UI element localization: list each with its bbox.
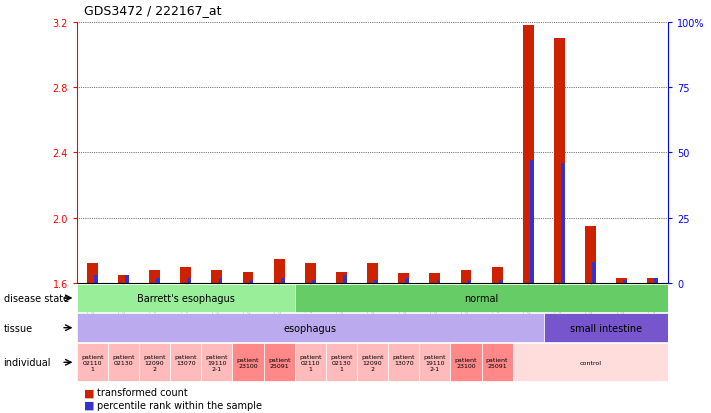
Bar: [398, 273, 409, 283]
Bar: [312, 281, 316, 283]
Text: individual: individual: [4, 357, 51, 368]
Bar: [77, 313, 544, 342]
Text: percentile rank within the sample: percentile rank within the sample: [97, 400, 262, 410]
Bar: [513, 344, 668, 381]
Bar: [87, 264, 98, 283]
Text: disease state: disease state: [4, 293, 69, 303]
Bar: [139, 344, 170, 381]
Bar: [125, 275, 129, 283]
Bar: [211, 270, 223, 283]
Bar: [419, 344, 450, 381]
Text: esophagus: esophagus: [284, 323, 337, 333]
Bar: [295, 284, 668, 313]
Bar: [326, 344, 357, 381]
Bar: [357, 344, 388, 381]
Bar: [655, 278, 658, 283]
Text: patient
02110
1: patient 02110 1: [299, 354, 321, 371]
Bar: [343, 275, 347, 283]
Bar: [201, 344, 232, 381]
Text: patient
19110
2-1: patient 19110 2-1: [205, 354, 228, 371]
Bar: [468, 281, 471, 283]
Bar: [367, 264, 378, 283]
Text: patient
25091: patient 25091: [486, 357, 508, 368]
Bar: [232, 344, 264, 381]
Text: GDS3472 / 222167_at: GDS3472 / 222167_at: [84, 4, 221, 17]
Bar: [156, 278, 160, 283]
Bar: [616, 278, 627, 283]
Bar: [647, 278, 658, 283]
Text: patient
02130
1: patient 02130 1: [330, 354, 353, 371]
Bar: [149, 270, 160, 283]
Bar: [592, 263, 596, 283]
Bar: [274, 259, 284, 283]
Bar: [429, 273, 440, 283]
Text: patient
23100: patient 23100: [237, 357, 260, 368]
Bar: [94, 275, 98, 283]
Text: control: control: [579, 360, 602, 365]
Text: patient
02130: patient 02130: [112, 354, 135, 371]
Text: patient
19110
2-1: patient 19110 2-1: [424, 354, 446, 371]
Bar: [491, 267, 503, 283]
Text: transformed count: transformed count: [97, 387, 188, 397]
Bar: [305, 264, 316, 283]
Text: ■: ■: [84, 400, 95, 410]
Bar: [585, 226, 596, 283]
Bar: [405, 278, 409, 283]
Text: Barrett's esophagus: Barrett's esophagus: [137, 293, 235, 303]
Text: patient
13070: patient 13070: [392, 354, 415, 371]
Bar: [481, 344, 513, 381]
Bar: [561, 164, 565, 283]
Text: patient
12090
2: patient 12090 2: [144, 354, 166, 371]
Bar: [499, 281, 503, 283]
Bar: [108, 344, 139, 381]
Bar: [336, 272, 347, 283]
Text: patient
23100: patient 23100: [455, 357, 477, 368]
Bar: [554, 39, 565, 283]
Bar: [242, 272, 254, 283]
Bar: [388, 344, 419, 381]
Bar: [530, 161, 534, 283]
Text: small intestine: small intestine: [570, 323, 642, 333]
Bar: [624, 281, 627, 283]
Bar: [250, 281, 254, 283]
Bar: [264, 344, 295, 381]
Bar: [170, 344, 201, 381]
Bar: [281, 278, 284, 283]
Text: ■: ■: [84, 387, 95, 397]
Text: tissue: tissue: [4, 323, 33, 333]
Bar: [461, 270, 471, 283]
Bar: [523, 26, 534, 283]
Text: patient
02110
1: patient 02110 1: [81, 354, 104, 371]
Bar: [218, 278, 223, 283]
Bar: [181, 267, 191, 283]
Bar: [77, 284, 295, 313]
Text: patient
12090
2: patient 12090 2: [361, 354, 384, 371]
Bar: [374, 281, 378, 283]
Bar: [118, 275, 129, 283]
Text: patient
25091: patient 25091: [268, 357, 290, 368]
Bar: [544, 313, 668, 342]
Bar: [295, 344, 326, 381]
Bar: [188, 278, 191, 283]
Text: normal: normal: [464, 293, 498, 303]
Bar: [450, 344, 481, 381]
Bar: [77, 344, 108, 381]
Bar: [437, 281, 440, 283]
Text: patient
13070: patient 13070: [174, 354, 197, 371]
